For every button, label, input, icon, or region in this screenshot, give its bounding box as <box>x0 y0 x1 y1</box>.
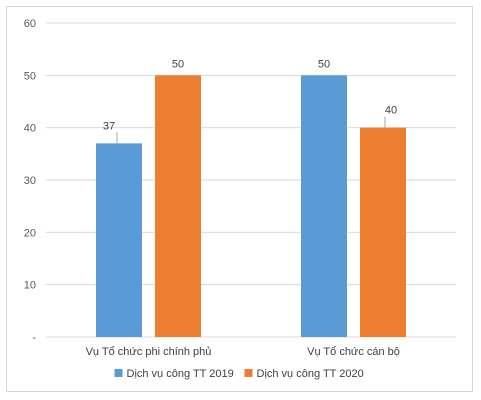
y-tick-label: 50 <box>24 70 36 82</box>
y-tick-label: - <box>32 332 36 344</box>
bar <box>301 75 347 337</box>
legend-label: Dịch vụ công TT 2020 <box>257 368 364 380</box>
bar <box>96 143 142 337</box>
data-label: 40 <box>385 105 397 117</box>
y-tick-label: 30 <box>24 175 36 187</box>
category-labels: Vụ Tổ chức phi chính phủ Vụ Tổ chức cán b… <box>86 346 400 358</box>
legend: Dịch vụ công TT 2019 Dịch vụ công TT 2020 <box>114 368 364 380</box>
bar <box>155 75 201 337</box>
y-tick-label: 10 <box>24 280 36 292</box>
category-label: Vụ Tổ chức cán bộ <box>307 346 400 358</box>
y-axis-ticks: - 10 20 30 40 50 60 <box>24 18 37 344</box>
y-tick-label: 40 <box>24 123 36 135</box>
legend-swatch <box>244 369 253 377</box>
data-label: 50 <box>318 58 330 70</box>
y-tick-label: 20 <box>24 227 36 239</box>
bars <box>96 75 406 338</box>
data-label: 37 <box>103 120 115 132</box>
bar <box>360 127 406 338</box>
y-tick-label: 60 <box>24 18 36 30</box>
legend-label: Dịch vụ công TT 2019 <box>127 368 234 380</box>
label-leaders <box>116 116 386 144</box>
legend-swatch <box>114 369 123 377</box>
data-labels: 37 50 50 40 <box>103 58 397 132</box>
data-label: 50 <box>172 58 184 70</box>
category-label: Vụ Tổ chức phi chính phủ <box>86 346 212 358</box>
